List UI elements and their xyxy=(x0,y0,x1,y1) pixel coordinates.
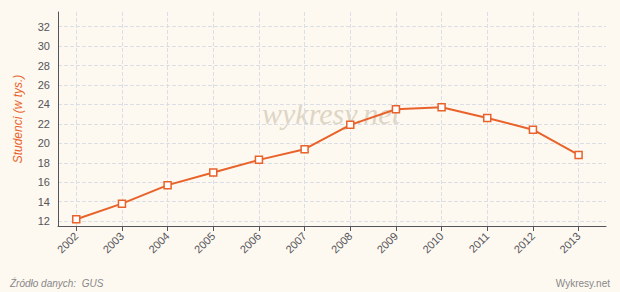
svg-text:2010: 2010 xyxy=(420,230,446,256)
svg-text:28: 28 xyxy=(38,60,50,72)
svg-text:22: 22 xyxy=(38,118,50,130)
svg-text:2003: 2003 xyxy=(100,230,126,256)
svg-text:wykresy.net: wykresy.net xyxy=(262,97,400,131)
svg-text:2012: 2012 xyxy=(511,230,537,256)
svg-text:2009: 2009 xyxy=(374,230,400,256)
svg-text:32: 32 xyxy=(38,21,50,33)
svg-text:2005: 2005 xyxy=(192,230,218,256)
svg-text:2008: 2008 xyxy=(329,230,355,256)
svg-text:18: 18 xyxy=(38,157,50,169)
svg-text:20: 20 xyxy=(38,137,50,149)
svg-text:Studenci (w tys.): Studenci (w tys.) xyxy=(11,75,25,164)
svg-text:2007: 2007 xyxy=(283,230,309,256)
svg-text:Wykresy.net: Wykresy.net xyxy=(556,278,610,289)
svg-text:2006: 2006 xyxy=(237,230,263,256)
svg-text:12: 12 xyxy=(38,215,50,227)
svg-text:30: 30 xyxy=(38,40,50,52)
svg-text:2002: 2002 xyxy=(55,230,81,256)
svg-text:Źródło danych: GUS: Źródło danych: GUS xyxy=(9,277,104,289)
svg-text:16: 16 xyxy=(38,176,50,188)
svg-text:14: 14 xyxy=(38,196,50,208)
svg-text:26: 26 xyxy=(38,79,50,91)
svg-text:2011: 2011 xyxy=(466,230,491,255)
svg-text:2004: 2004 xyxy=(146,230,172,256)
svg-text:24: 24 xyxy=(38,98,50,110)
svg-text:2013: 2013 xyxy=(557,230,583,256)
